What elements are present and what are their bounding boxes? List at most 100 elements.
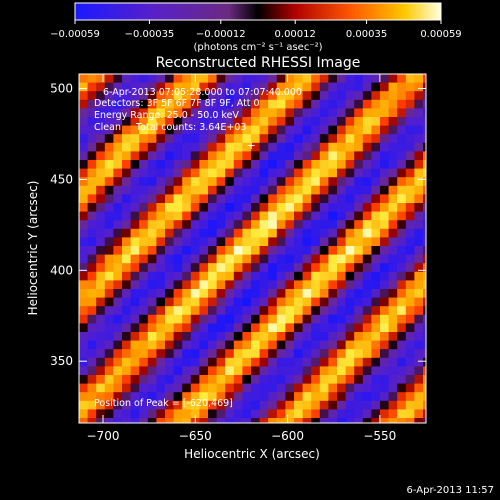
heatmap-cell: [173, 340, 183, 350]
heatmap-cell: [251, 117, 261, 127]
heatmap-cell: [405, 220, 415, 230]
heatmap-cell: [285, 323, 295, 333]
heatmap-cell: [319, 194, 329, 204]
heatmap-cell: [190, 82, 200, 92]
heatmap-cell: [397, 297, 407, 307]
heatmap-cell: [337, 160, 347, 170]
heatmap-cell: [371, 349, 381, 359]
peak-marker: +: [247, 139, 256, 152]
heatmap-cell: [225, 194, 235, 204]
heatmap-cell: [405, 134, 415, 144]
heatmap-cell: [405, 168, 415, 178]
heatmap-cell: [319, 185, 329, 195]
heatmap-cell: [208, 400, 218, 410]
heatmap-cell: [139, 383, 149, 393]
heatmap-cell: [208, 117, 218, 127]
heatmap-cell: [208, 297, 218, 307]
heatmap-cell: [96, 74, 106, 84]
heatmap-cell: [423, 357, 426, 367]
heatmap-cell: [259, 383, 269, 393]
heatmap-cell: [182, 409, 192, 419]
heatmap-cell: [216, 271, 226, 281]
heatmap-cell: [380, 211, 390, 221]
heatmap-cell: [79, 74, 89, 84]
heatmap-cell: [225, 142, 235, 152]
heatmap-cell: [337, 177, 347, 187]
heatmap-cell: [302, 280, 312, 290]
heatmap-cell: [328, 134, 338, 144]
heatmap-cell: [156, 194, 166, 204]
heatmap-cell: [104, 185, 114, 195]
heatmap-cell: [268, 220, 278, 230]
heatmap-cell: [225, 82, 235, 92]
heatmap-cell: [405, 383, 415, 393]
heatmap-cell: [319, 151, 329, 161]
heatmap-cell: [259, 228, 269, 238]
heatmap-cell: [311, 211, 321, 221]
heatmap-cell: [87, 418, 97, 423]
heatmap-cell: [96, 125, 106, 135]
heatmap-cell: [285, 263, 295, 273]
heatmap-cell: [276, 237, 286, 247]
heatmap-cell: [182, 151, 192, 161]
heatmap-cell: [225, 383, 235, 393]
heatmap-cell: [397, 357, 407, 367]
heatmap-cell: [397, 323, 407, 333]
heatmap-cell: [208, 134, 218, 144]
heatmap-cell: [380, 74, 390, 84]
heatmap-cell: [173, 323, 183, 333]
heatmap-cell: [242, 160, 252, 170]
heatmap-cell: [328, 332, 338, 342]
heatmap-cell: [122, 220, 132, 230]
heatmap-cell: [156, 332, 166, 342]
heatmap-cell: [388, 383, 398, 393]
heatmap-cell: [380, 357, 390, 367]
heatmap-cell: [113, 314, 123, 324]
heatmap-cell: [122, 211, 132, 221]
heatmap-cell: [190, 263, 200, 273]
heatmap-cell: [87, 151, 97, 161]
heatmap-cell: [259, 74, 269, 84]
heatmap-cell: [354, 332, 364, 342]
heatmap-cell: [233, 375, 243, 385]
heatmap-cell: [423, 203, 426, 213]
heatmap-cell: [87, 99, 97, 109]
heatmap-cell: [190, 400, 200, 410]
heatmap-cell: [147, 297, 157, 307]
heatmap-cell: [345, 108, 355, 118]
heatmap-cell: [233, 349, 243, 359]
heatmap-cell: [319, 220, 329, 230]
heatmap-cell: [302, 254, 312, 264]
heatmap-cell: [130, 211, 140, 221]
heatmap-cell: [423, 185, 426, 195]
heatmap-cell: [319, 82, 329, 92]
heatmap-cell: [414, 323, 424, 333]
heatmap-cell: [259, 151, 269, 161]
heatmap-cell: [139, 246, 149, 256]
heatmap-cell: [130, 375, 140, 385]
heatmap-cell: [294, 237, 304, 247]
heatmap-cell: [285, 220, 295, 230]
heatmap-cell: [139, 74, 149, 84]
heatmap-cell: [294, 409, 304, 419]
heatmap-cell: [190, 323, 200, 333]
heatmap-cell: [345, 254, 355, 264]
heatmap-cell: [276, 246, 286, 256]
heatmap-cell: [96, 366, 106, 376]
heatmap-cell: [156, 280, 166, 290]
heatmap-cell: [328, 211, 338, 221]
heatmap-cell: [182, 91, 192, 101]
heatmap-cell: [276, 349, 286, 359]
heatmap-cell: [294, 263, 304, 273]
heatmap-cell: [423, 91, 426, 101]
heatmap-cell: [285, 108, 295, 118]
heatmap-cell: [319, 211, 329, 221]
heatmap-cell: [242, 332, 252, 342]
heatmap-cell: [165, 134, 175, 144]
heatmap-cell: [362, 228, 372, 238]
heatmap-cell: [199, 91, 209, 101]
heatmap-cell: [259, 160, 269, 170]
heatmap-cell: [380, 297, 390, 307]
heatmap-cell: [388, 306, 398, 316]
heatmap-cell: [423, 349, 426, 359]
